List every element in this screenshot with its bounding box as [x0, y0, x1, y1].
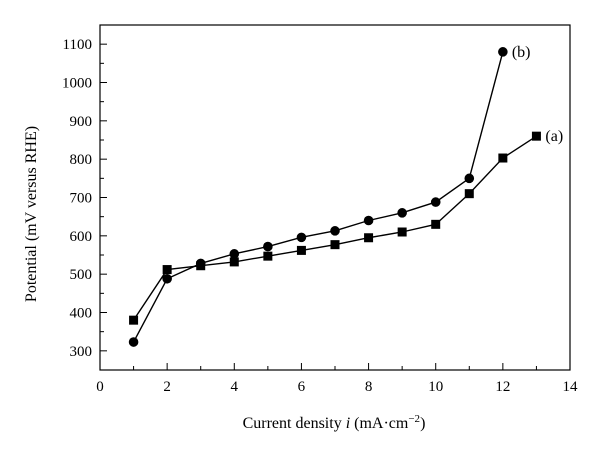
data-point-circle — [296, 232, 307, 243]
y-tick-label: 900 — [70, 114, 93, 130]
x-axis-title-unit: (mA·cm — [350, 415, 409, 432]
axes — [99, 24, 571, 371]
data-point-square — [296, 245, 306, 255]
data-point-square — [263, 251, 273, 261]
x-tick-label: 12 — [495, 379, 510, 395]
data-point-square — [464, 189, 474, 199]
y-tick-label: 300 — [70, 344, 93, 360]
ticks: 0 2 4 6 8 10 12 14 300 400 500 600 700 800 900 1000 1100 — [62, 24, 579, 395]
data-point-square — [229, 257, 239, 267]
y-tick-label: 800 — [70, 152, 93, 168]
x-tick-label: 2 — [163, 379, 171, 395]
data-point-circle — [128, 337, 139, 347]
x-axis-title-close: ) — [420, 415, 425, 432]
x-tick-label: 8 — [365, 379, 373, 395]
plot-frame — [99, 24, 571, 371]
data-point-circle — [430, 197, 441, 207]
series-a: (a) — [129, 128, 563, 325]
data-point-circle — [195, 258, 206, 269]
x-tick-label: 6 — [298, 379, 306, 395]
x-tick-label: 0 — [96, 379, 104, 395]
data-point-circle — [363, 215, 374, 226]
data-point-square — [330, 240, 340, 250]
y-tick-label: 700 — [70, 191, 93, 207]
data-point-square — [431, 219, 441, 229]
x-tick-label: 10 — [428, 379, 443, 395]
x-axis-title-exponent: −2 — [408, 413, 420, 425]
data-point-square — [397, 227, 407, 237]
data-point-square — [364, 233, 374, 243]
series-line — [132, 51, 504, 343]
x-tick-label: 4 — [231, 379, 239, 395]
series-label: (a) — [545, 128, 563, 145]
series-b: (b) — [128, 44, 531, 347]
y-tick-label: 1000 — [62, 76, 92, 92]
series-layer: (a) (b) — [128, 44, 563, 347]
data-point-square — [531, 131, 541, 141]
x-axis-title-var: i — [346, 415, 350, 432]
series-label: (b) — [512, 44, 531, 61]
x-axis-title-pre: Current density — [243, 415, 346, 432]
y-axis-title: Potential (mV versus RHE) — [23, 126, 40, 302]
data-point-square — [498, 153, 508, 163]
y-tick-label: 600 — [70, 229, 93, 245]
data-point-square — [162, 265, 172, 275]
data-point-circle — [464, 173, 475, 184]
data-point-circle — [263, 241, 273, 252]
data-point-circle — [330, 226, 340, 236]
y-tick-label: 500 — [70, 267, 93, 283]
y-tick-label: 1100 — [63, 37, 92, 53]
data-point-circle — [229, 249, 240, 259]
data-point-circle — [397, 208, 407, 218]
y-tick-label: 400 — [70, 306, 93, 322]
x-axis-title: Current density i (mA·cm−2) — [243, 413, 426, 432]
data-point-circle — [162, 273, 172, 284]
x-tick-label: 14 — [563, 379, 579, 395]
data-point-circle — [498, 47, 508, 57]
data-point-square — [129, 315, 139, 325]
